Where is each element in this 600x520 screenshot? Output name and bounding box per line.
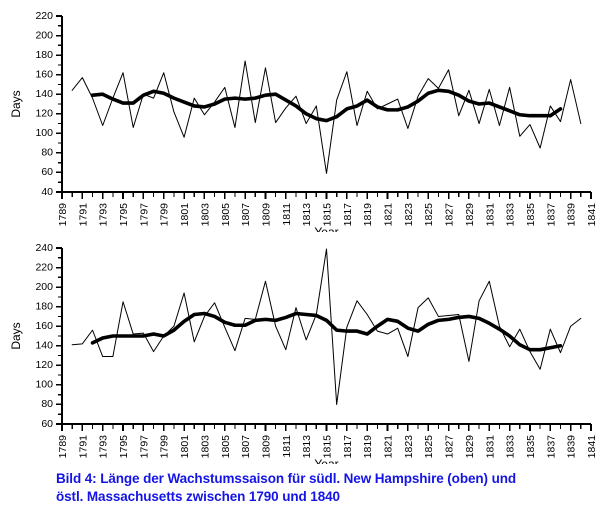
series-smoothed-top	[90, 88, 563, 123]
y-tick-label: 180	[35, 49, 53, 61]
x-tick-label: 1821	[383, 203, 395, 227]
x-tick-label: 1841	[586, 203, 598, 227]
x-tick-label: 1807	[240, 203, 252, 227]
x-tick-label: 1821	[383, 435, 395, 459]
x-tick-label: 1789	[57, 203, 69, 227]
x-tick-label: 1833	[505, 435, 517, 459]
x-tick-label: 1823	[403, 435, 415, 459]
series-smoothed-bottom	[90, 311, 563, 352]
x-tick-label: 1835	[525, 203, 537, 227]
x-tick-label: 1839	[566, 435, 578, 459]
x-tick-label: 1819	[362, 203, 374, 227]
x-tick-label: 1815	[322, 203, 334, 227]
y-tick-label: 140	[35, 340, 53, 352]
x-tick-label: 1837	[545, 435, 557, 459]
chart-eastern-massachusetts: 60 80 100 120 140 160 180 200 220 240 1789 1791 1793…	[0, 232, 600, 464]
x-tick-label: 1795	[118, 203, 130, 227]
y-tick-label: 220	[35, 10, 53, 22]
x-tick-label: 1799	[159, 203, 171, 227]
x-tick-label: 1793	[98, 435, 110, 459]
y-tick-label: 240	[35, 242, 53, 254]
x-tick-label: 1789	[57, 435, 69, 459]
x-tick-label: 1833	[505, 203, 517, 227]
x-tick-label: 1819	[362, 435, 374, 459]
y-tick-label: 80	[41, 147, 53, 159]
x-tick-label: 1793	[98, 203, 110, 227]
x-tick-label: 1791	[77, 435, 89, 459]
x-tick-label: 1827	[444, 435, 456, 459]
y-tick-label: 140	[35, 88, 53, 100]
y-axis-title: Days	[9, 90, 23, 117]
caption-line-1: Bild 4: Länge der Wachstumssaison für sü…	[56, 471, 517, 486]
chart-southern-new-hampshire: 40 60 80 100 120 140 160 180 200 220 1789 1791 1793 1…	[0, 0, 600, 232]
x-tick-label: 1797	[138, 203, 150, 227]
x-tick-label: 1837	[545, 203, 557, 227]
y-tick-label: 100	[35, 379, 53, 391]
x-tick-label: 1801	[179, 203, 191, 227]
x-tick-label: 1797	[138, 435, 150, 459]
x-tick-label: 1803	[199, 435, 211, 459]
series-annual-top	[71, 60, 582, 174]
y-tick-label: 200	[35, 281, 53, 293]
x-axis-title: Year	[314, 225, 338, 232]
caption-line-2: östl. Massachusetts zwischen 1790 und 18…	[56, 489, 340, 504]
y-tick-label: 80	[41, 398, 53, 410]
y-tick-label: 60	[41, 166, 53, 178]
x-tick-label: 1829	[464, 203, 476, 227]
y-tick-label: 60	[41, 418, 53, 430]
x-tick-label: 1803	[199, 203, 211, 227]
x-tick-label: 1831	[484, 203, 496, 227]
x-tick-label: 1815	[322, 435, 334, 459]
chart-svg-bottom: 60 80 100 120 140 160 180 200 220 240 1789 1791 1793…	[9, 242, 598, 464]
x-tick-label: 1801	[179, 435, 191, 459]
y-tick-label: 40	[41, 186, 53, 198]
x-tick-label: 1841	[586, 435, 598, 459]
x-tick-label: 1799	[159, 435, 171, 459]
x-tick-label: 1813	[301, 435, 313, 459]
figure-caption: Bild 4: Länge der Wachstumssaison für sü…	[56, 470, 590, 506]
x-tick-label: 1809	[260, 435, 272, 459]
x-tick-label: 1809	[260, 203, 272, 227]
x-tick-label: 1795	[118, 435, 130, 459]
y-tick-label: 120	[35, 359, 53, 371]
y-tick-label: 100	[35, 127, 53, 139]
y-tick-label: 120	[35, 108, 53, 120]
x-tick-label: 1805	[220, 435, 232, 459]
x-tick-label: 1839	[566, 203, 578, 227]
chart-svg-top: 40 60 80 100 120 140 160 180 200 220 1789 1791 1793 1…	[9, 10, 598, 232]
x-axis-title: Year	[314, 457, 338, 464]
y-axis-title: Days	[9, 322, 23, 349]
x-tick-label: 1791	[77, 203, 89, 227]
x-tick-label: 1827	[444, 203, 456, 227]
x-tick-label: 1831	[484, 435, 496, 459]
y-tick-label: 180	[35, 300, 53, 312]
x-tick-label: 1823	[403, 203, 415, 227]
x-tick-label: 1811	[281, 435, 293, 458]
x-tick-label: 1807	[240, 435, 252, 459]
x-tick-label: 1811	[281, 203, 293, 226]
x-tick-label: 1817	[342, 435, 354, 459]
y-tick-label: 200	[35, 29, 53, 41]
y-tick-label: 220	[35, 261, 53, 273]
series-annual-bottom	[71, 248, 582, 405]
x-tick-label: 1835	[525, 435, 537, 459]
x-tick-label: 1805	[220, 203, 232, 227]
x-tick-label: 1825	[423, 203, 435, 227]
x-tick-label: 1829	[464, 435, 476, 459]
x-tick-label: 1813	[301, 203, 313, 227]
x-tick-label: 1817	[342, 203, 354, 227]
y-tick-label: 160	[35, 320, 53, 332]
x-tick-label: 1825	[423, 435, 435, 459]
y-tick-label: 160	[35, 68, 53, 80]
